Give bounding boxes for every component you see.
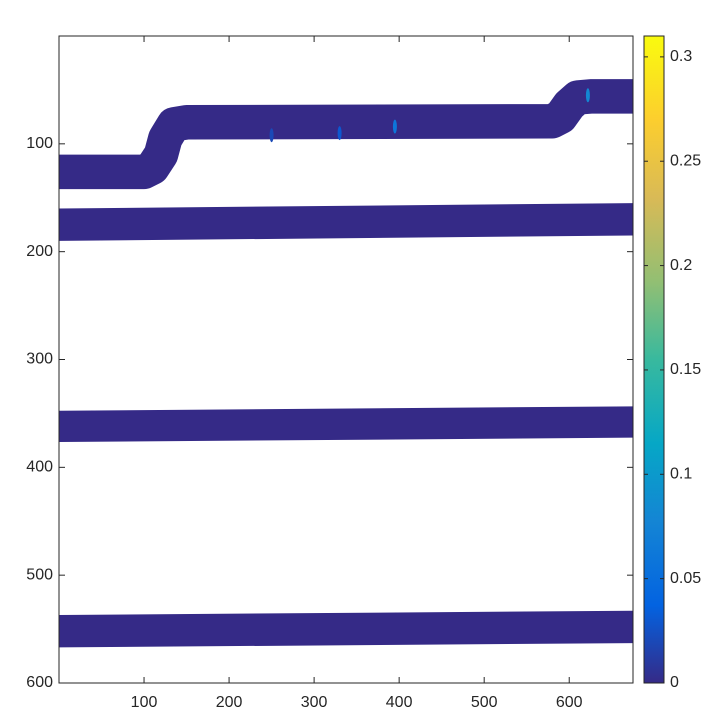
colorbar-tick-label: 0.15	[670, 361, 701, 378]
data-bands	[59, 79, 633, 648]
band-3	[59, 406, 633, 443]
hotspots	[269, 88, 590, 143]
y-tick-label: 400	[26, 459, 53, 476]
colorbar-tick-label: 0.2	[670, 257, 692, 274]
band-2	[59, 203, 633, 241]
colorbar-tick-label: 0.05	[670, 570, 701, 587]
hotspot-3	[337, 126, 342, 141]
y-tick-label: 500	[26, 566, 53, 583]
colorbar-tick-label: 0.25	[670, 152, 701, 169]
colorbar-tick-label: 0.3	[670, 48, 692, 65]
colorbar	[643, 35, 665, 684]
x-tick-label: 500	[471, 694, 498, 711]
y-tick-label: 300	[26, 351, 53, 368]
x-tick-label: 200	[216, 694, 243, 711]
y-tick-label: 600	[26, 674, 53, 691]
axis-ticks: 100 200 300 400 500 600 100 200 300 400 500 600	[26, 36, 633, 711]
x-tick-label: 100	[131, 694, 158, 711]
y-tick-label: 200	[26, 243, 53, 260]
colorbar-ticks: 0 0.05 0.1 0.15 0.2 0.25 0.3	[644, 48, 701, 691]
hotspot-2	[585, 88, 590, 103]
hotspot-1	[392, 119, 397, 134]
x-tick-label: 400	[386, 694, 413, 711]
y-tick-label: 100	[26, 135, 53, 152]
colorbar-tick-label: 0	[670, 674, 679, 691]
band-1	[59, 79, 633, 190]
x-tick-label: 600	[556, 694, 583, 711]
hotspot-4	[269, 128, 274, 143]
band-4	[59, 610, 633, 648]
x-tick-label: 300	[301, 694, 328, 711]
colorbar-tick-label: 0.1	[670, 466, 692, 483]
